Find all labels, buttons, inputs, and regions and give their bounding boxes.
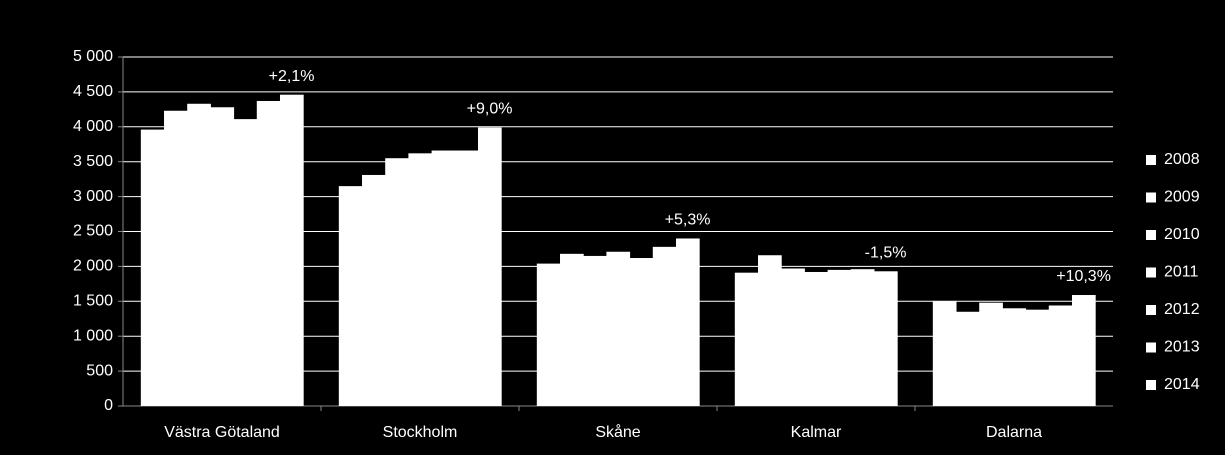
legend-label: 2009: [1164, 189, 1200, 206]
bar: [956, 311, 980, 406]
bar: [408, 153, 433, 406]
annotation: -1,5%: [865, 245, 907, 262]
bar: [781, 268, 805, 406]
bar: [1071, 295, 1096, 406]
bar: [362, 174, 386, 406]
bar: [1048, 305, 1073, 406]
legend-swatch: [1146, 380, 1156, 390]
y-tick-label: 500: [86, 362, 113, 379]
bar: [758, 255, 782, 406]
y-tick-label: 4 000: [73, 118, 113, 135]
y-tick-label: 0: [104, 397, 113, 414]
bar: [873, 271, 898, 406]
bar: [385, 158, 409, 406]
bar: [652, 246, 677, 406]
bar: [536, 263, 561, 406]
bar: [560, 253, 584, 406]
bar: [187, 103, 211, 407]
bar: [734, 272, 759, 406]
legend-swatch: [1146, 267, 1156, 278]
legend-swatch: [1146, 192, 1156, 203]
bar: [804, 271, 829, 406]
legend-label: 2012: [1164, 301, 1200, 318]
bar: [583, 255, 607, 406]
bar: [140, 129, 165, 407]
bar: [606, 251, 631, 406]
x-tick-label: Stockholm: [383, 424, 458, 441]
y-tick-label: 4 500: [73, 83, 113, 100]
legend-label: 2011: [1164, 264, 1199, 281]
y-tick-label: 3 500: [73, 153, 113, 170]
bar: [675, 238, 700, 406]
y-tick-label: 1 500: [73, 293, 113, 310]
bar: [454, 150, 479, 406]
bar: [338, 186, 363, 406]
legend-swatch: [1146, 230, 1156, 240]
bar: [979, 302, 1003, 406]
legend-label: 2013: [1164, 339, 1200, 356]
bar: [210, 107, 235, 407]
bar: [233, 119, 258, 406]
bar: [932, 301, 957, 406]
x-tick-label: Västra Götaland: [164, 424, 280, 441]
bar: [1002, 308, 1027, 406]
y-tick-label: 2 000: [73, 258, 113, 275]
y-tick-label: 5 000: [73, 48, 113, 65]
y-tick-label: 3 000: [73, 188, 113, 205]
bar: [477, 127, 502, 407]
y-tick-label: 1 000: [73, 327, 113, 344]
bar: [431, 150, 456, 406]
bar: [256, 100, 281, 406]
legend-label: 2014: [1164, 376, 1200, 393]
x-tick-label: Skåne: [595, 423, 640, 441]
legend-swatch: [1146, 155, 1156, 165]
x-tick-label: Kalmar: [791, 424, 842, 441]
bar: [1025, 309, 1050, 406]
annotation: +9,0%: [467, 101, 513, 118]
legend-swatch: [1146, 342, 1156, 353]
y-tick-label: 2 500: [73, 223, 113, 240]
x-tick-label: Dalarna: [986, 424, 1042, 441]
annotation: +2,1%: [269, 68, 315, 85]
bar: [164, 110, 188, 406]
bar: [827, 269, 852, 406]
annotation: +10,3%: [1056, 268, 1111, 285]
legend-label: 2010: [1164, 226, 1200, 243]
legend-swatch: [1146, 305, 1156, 315]
bar: [850, 269, 875, 406]
legend-label: 2008: [1164, 151, 1200, 168]
annotation: +5,3%: [665, 212, 711, 229]
bar: [629, 258, 654, 406]
bar: [279, 94, 304, 406]
